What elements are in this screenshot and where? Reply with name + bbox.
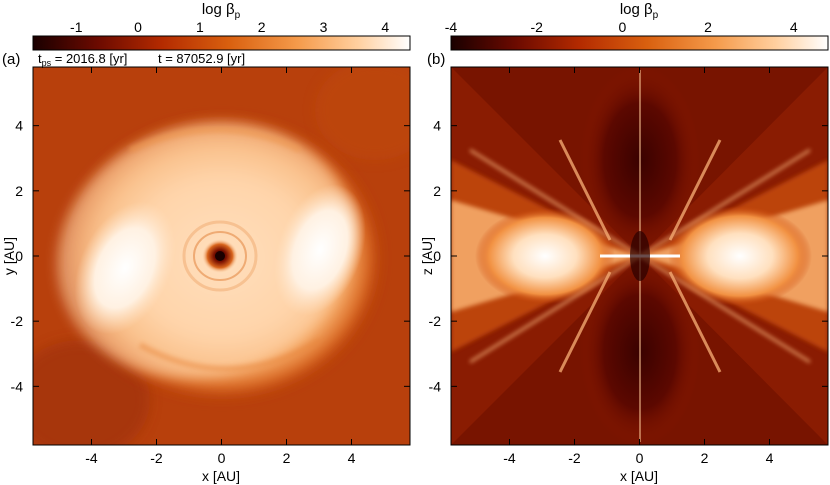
y-axis-label-b: z [AU] — [419, 237, 435, 275]
y-tick-label: -4 — [429, 378, 442, 394]
colorbar-tick-label: 3 — [320, 19, 328, 35]
colorbar-tick-label: -4 — [445, 19, 458, 35]
colorbar-tick-label: 2 — [704, 19, 712, 35]
y-tick-label: 2 — [15, 183, 23, 199]
x-tick-label: 4 — [348, 450, 356, 466]
y-tick-label: 0 — [433, 248, 441, 264]
panel-a: log βp -1 0 1 2 3 4 (a) tps = 2016.8 [yr] t =… — [1, 1, 411, 484]
y-tick-label: 2 — [433, 183, 441, 199]
colorbar-tick-labels-a: -1 0 1 2 3 4 — [70, 19, 389, 35]
colorbar-tick-label: 0 — [618, 19, 626, 35]
panel-label-b: (b) — [427, 51, 445, 68]
colorbar-tick-label: -2 — [530, 19, 543, 35]
x-tick-label: 2 — [701, 450, 709, 466]
colorbar-tick-label: 0 — [134, 19, 142, 35]
x-tick-label: 0 — [636, 450, 644, 466]
colorbar-b — [450, 35, 829, 51]
y-tick-label: 0 — [15, 248, 23, 264]
colorbar-title-a: log βp — [202, 1, 241, 21]
axes-b: -4 4 -2 2 0 0 2 -2 4 -4 — [429, 67, 828, 466]
x-tick-label: 4 — [766, 450, 774, 466]
x-tick-label: 2 — [283, 450, 291, 466]
x-tick-label: 0 — [218, 450, 226, 466]
colorbar-tick-label: 4 — [381, 19, 389, 35]
y-tick-label: 4 — [433, 118, 441, 134]
x-tick-label: -2 — [150, 450, 163, 466]
y-tick-label: -2 — [429, 313, 442, 329]
colorbar-tick-label: 4 — [790, 19, 798, 35]
beta-map-face-on — [33, 67, 410, 445]
x-tick-label: -2 — [568, 450, 581, 466]
colorbar-title-b: log βp — [620, 1, 659, 21]
colorbar-tick-label: 2 — [258, 19, 266, 35]
colorbar-tick-labels-b: -4 -2 0 2 4 — [445, 19, 798, 35]
x-tick-label: -4 — [503, 450, 516, 466]
colorbar-a — [32, 35, 411, 51]
x-axis-label-b: x [AU] — [620, 468, 658, 484]
time-annotation-tps: tps = 2016.8 [yr] — [38, 51, 127, 68]
panel-b: log βp -4 -2 0 2 4 — [419, 1, 829, 484]
x-tick-label: -4 — [85, 450, 98, 466]
axes-a: -4 4 -2 2 0 0 2 -2 4 -4 — [11, 67, 410, 466]
colorbar-tick-label: -1 — [70, 19, 83, 35]
x-axis-label-a: x [AU] — [202, 468, 240, 484]
y-axis-label-a: y [AU] — [1, 237, 17, 275]
beta-map-edge-on — [451, 67, 828, 445]
colorbar-tick-label: 1 — [196, 19, 204, 35]
y-tick-label: -2 — [11, 313, 24, 329]
y-tick-label: -4 — [11, 378, 24, 394]
time-annotation-t: t = 87052.9 [yr] — [158, 51, 245, 66]
panel-label-a: (a) — [2, 51, 20, 68]
y-tick-label: 4 — [15, 118, 23, 134]
